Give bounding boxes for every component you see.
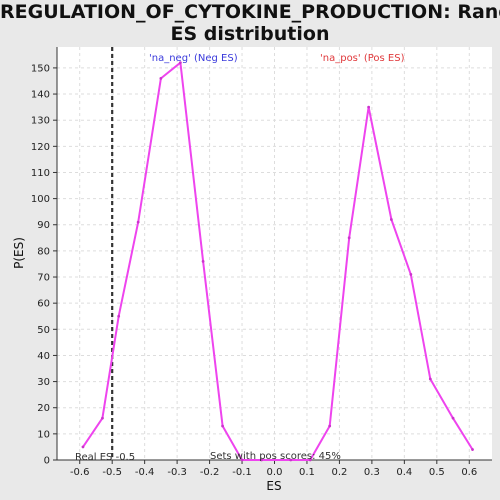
x-tick-label: -0.2 <box>200 467 220 478</box>
x-tick-label: -0.4 <box>135 467 155 478</box>
real-es-label: Real ES -0.5 <box>75 452 135 463</box>
x-tick-label: 0.1 <box>299 467 315 478</box>
data-point <box>136 220 140 224</box>
y-axis: 0 10 20 30 40 50 60 70 80 90 100 110 120 130 140 150 <box>31 47 58 467</box>
data-point <box>289 458 293 462</box>
data-point <box>389 218 393 221</box>
y-tick-label: 140 <box>31 90 50 101</box>
data-point <box>347 236 351 240</box>
y-tick-label: 60 <box>37 299 50 310</box>
y-tick-label: 150 <box>31 63 50 74</box>
data-point <box>81 445 85 449</box>
y-tick-label: 130 <box>31 116 50 127</box>
data-point <box>221 424 224 428</box>
y-tick-label: 50 <box>37 325 50 336</box>
chart-title-line2: ES distribution <box>170 23 330 45</box>
data-point <box>451 416 455 420</box>
x-tick-label: 0.4 <box>396 467 412 478</box>
data-point <box>240 458 244 462</box>
legend-pos: 'na_pos' (Pos ES) <box>320 53 405 64</box>
pos-scores-label: Sets with pos scores: 45% <box>210 451 341 462</box>
series-layer <box>81 47 474 462</box>
data-point <box>201 259 205 263</box>
chart-title-line1: REGULATION_OF_CYTOKINE_PRODUCTION: Rando… <box>0 1 500 23</box>
data-point <box>159 76 163 80</box>
y-tick-label: 0 <box>44 456 50 467</box>
chart-title: REGULATION_OF_CYTOKINE_PRODUCTION: Rando… <box>0 0 500 45</box>
x-tick-label: 0.2 <box>331 467 347 478</box>
data-point <box>328 424 332 428</box>
data-point <box>260 458 263 462</box>
legend-neg: 'na_neg' (Neg ES) <box>149 53 238 64</box>
y-tick-label: 40 <box>37 351 50 362</box>
series-line <box>82 61 474 461</box>
data-point <box>409 273 413 276</box>
x-tick-label: 0.6 <box>461 467 477 478</box>
data-point <box>178 61 182 65</box>
x-axis-label: ES <box>266 479 281 493</box>
y-tick-label: 90 <box>37 220 50 231</box>
data-point <box>101 416 104 420</box>
y-tick-label: 100 <box>31 194 50 205</box>
data-point <box>428 377 432 381</box>
y-tick-label: 20 <box>37 403 50 414</box>
x-tick-label: -0.3 <box>167 467 187 478</box>
y-tick-label: 10 <box>37 429 50 440</box>
y-tick-label: 120 <box>31 142 50 153</box>
y-tick-label: 70 <box>37 273 50 284</box>
data-point <box>367 105 371 109</box>
y-tick-label: 30 <box>37 377 50 388</box>
data-point <box>308 458 312 462</box>
y-tick-label: 110 <box>31 168 50 179</box>
y-axis-label: P(ES) <box>12 237 26 269</box>
x-tick-label: 0.5 <box>429 467 445 478</box>
x-tick-label: -0.5 <box>102 467 122 478</box>
x-tick-label: 0.3 <box>364 467 380 478</box>
data-point <box>471 448 474 451</box>
y-tick-label: 80 <box>37 246 50 257</box>
x-tick-label: -0.6 <box>70 467 90 478</box>
x-tick-label: 0.0 <box>267 467 283 478</box>
data-point <box>117 314 121 318</box>
x-tick-label: -0.1 <box>232 467 252 478</box>
